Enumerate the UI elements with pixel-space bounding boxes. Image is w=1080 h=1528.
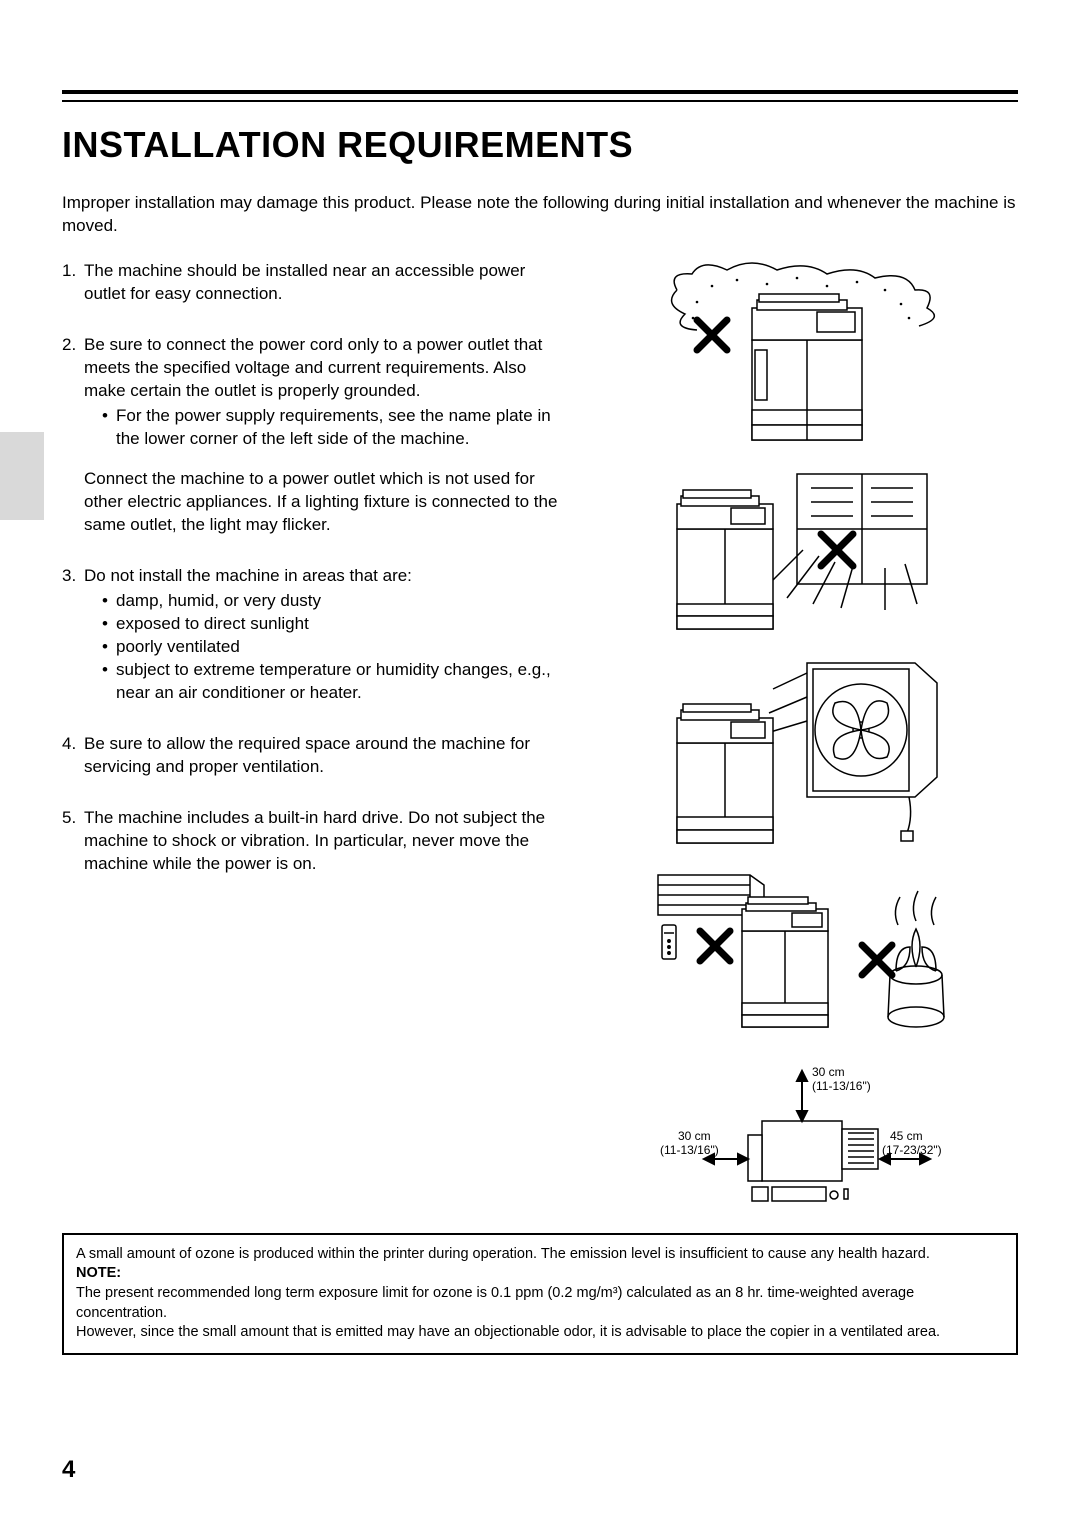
clearance-diagram: 30 cm (11-13/16") 30 cm (11-13/16") 45 c… [652,1059,952,1209]
illustration-sunlight [657,464,947,639]
bullet-item: subject to extreme temperature or humidi… [102,659,562,705]
list-item: Be sure to allow the required space arou… [62,733,562,779]
note-paragraph: However, since the small amount that is … [76,1323,1004,1343]
note-box: A small amount of ozone is produced with… [62,1233,1018,1355]
clearance-top-cm: 30 cm [812,1065,845,1079]
requirements-list: The machine should be installed near an … [62,260,562,876]
list-item-text: The machine includes a built-in hard dri… [84,808,545,873]
page: INSTALLATION REQUIREMENTS Improper insta… [0,0,1080,1528]
cross-icon [700,931,730,961]
clearance-right-in: (17-23/32") [882,1143,942,1157]
note-label: NOTE: [76,1264,1004,1284]
value: (17-23/32") [882,1143,942,1157]
value: (11-13/16") [812,1079,871,1093]
value: 30 cm [678,1129,711,1143]
bullet-text: exposed to direct sunlight [116,614,309,633]
bullet-text: poorly ventilated [116,637,240,656]
clearance-top-in: (11-13/16") [812,1079,871,1093]
bullet-text: For the power supply requirements, see t… [116,406,551,448]
list-item-text: Be sure to allow the required space arou… [84,734,530,776]
page-number: 4 [62,1456,75,1484]
list-item-text: The machine should be installed near an … [84,261,525,303]
clearance-left-cm: 30 cm [678,1129,711,1143]
illustration-dust [657,260,947,450]
value: 45 cm [890,1129,923,1143]
bullet-text: damp, humid, or very dusty [116,591,321,610]
sub-bullets: For the power supply requirements, see t… [84,405,562,451]
illustration-ventilation [657,653,947,853]
text-column: The machine should be installed near an … [62,260,562,1209]
bullet-item: damp, humid, or very dusty [102,590,562,613]
section-tab [0,432,44,520]
clearance-left-in: (11-13/16") [660,1143,719,1157]
content-columns: The machine should be installed near an … [62,260,1018,1209]
rule-thick [62,90,1018,94]
bullet-item: For the power supply requirements, see t… [102,405,562,451]
list-item: Be sure to connect the power cord only t… [62,334,562,538]
list-item-text: Be sure to connect the power cord only t… [84,335,542,400]
note-paragraph: The present recommended long term exposu… [76,1284,1004,1323]
rule-thin [62,100,1018,102]
list-item-text: Do not install the machine in areas that… [84,566,412,585]
value: 30 cm [812,1065,845,1079]
illustration-column: 30 cm (11-13/16") 30 cm (11-13/16") 45 c… [586,260,1018,1209]
sub-bullets: damp, humid, or very dusty exposed to di… [84,590,562,705]
page-title: INSTALLATION REQUIREMENTS [62,124,1018,166]
intro-paragraph: Improper installation may damage this pr… [62,192,1018,238]
list-item: The machine should be installed near an … [62,260,562,306]
value: (11-13/16") [660,1143,719,1157]
cross-icon [697,320,727,350]
bullet-text: subject to extreme temperature or humidi… [116,660,551,702]
illustration-ac-heater [652,867,952,1037]
list-item: Do not install the machine in areas that… [62,565,562,705]
cross-icon [862,945,892,975]
bullet-item: exposed to direct sunlight [102,613,562,636]
list-item: The machine includes a built-in hard dri… [62,807,562,876]
extra-paragraph: Connect the machine to a power outlet wh… [84,468,562,537]
note-paragraph: A small amount of ozone is produced with… [76,1245,1004,1265]
bullet-item: poorly ventilated [102,636,562,659]
clearance-right-cm: 45 cm [890,1129,923,1143]
